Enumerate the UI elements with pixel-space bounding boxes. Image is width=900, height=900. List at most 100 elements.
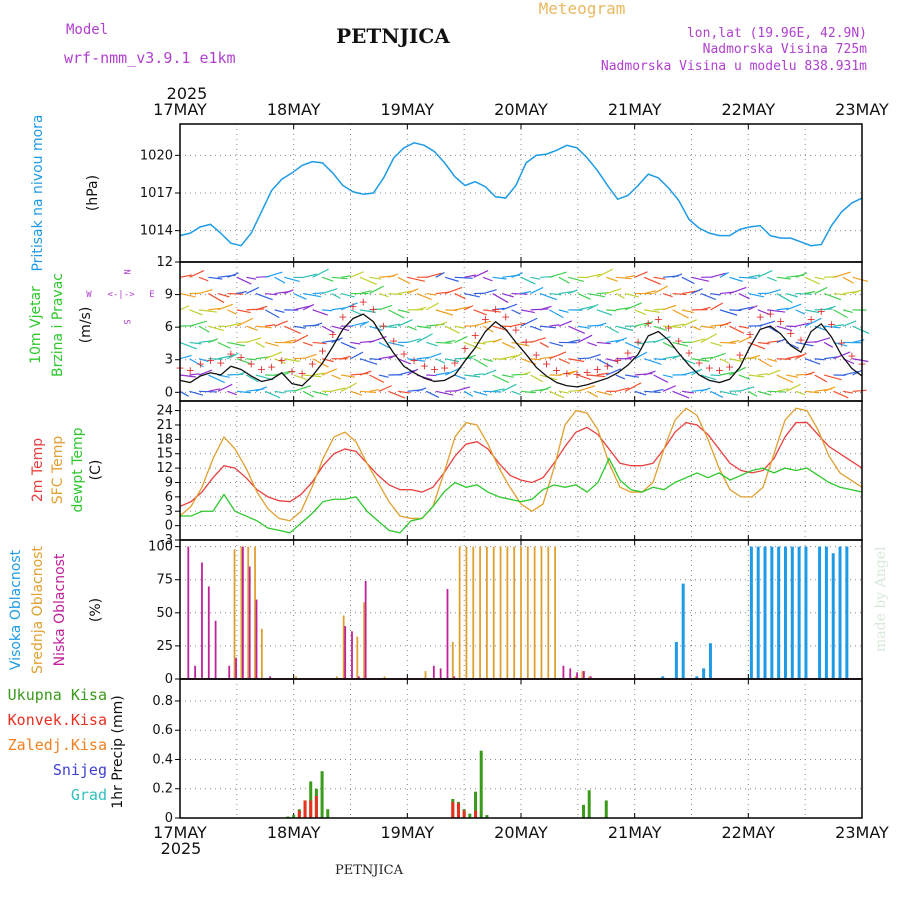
wind-arrow — [426, 292, 437, 296]
wind-arrow — [530, 374, 544, 383]
wind-arrow — [369, 358, 382, 361]
wind-arrow — [804, 317, 822, 327]
total-precip-bar — [468, 813, 472, 818]
wind-arrow — [795, 272, 808, 278]
precip-legend-label: Ukupna Kisa — [8, 686, 107, 704]
wind-arrow — [208, 307, 221, 311]
wind-arrow — [577, 334, 593, 343]
wind-arrow — [198, 390, 217, 393]
conv-precip-bar — [451, 801, 455, 818]
wind-arrow — [700, 306, 711, 311]
wind-arrow — [805, 290, 816, 295]
wind-units: (m/s) — [78, 307, 94, 344]
wind-arrow — [587, 303, 599, 311]
wind-arrow — [189, 341, 202, 345]
wind-arrow — [549, 324, 560, 327]
wind-arrow — [492, 388, 505, 392]
wind-arrow — [378, 304, 393, 311]
wind-gust-mark: + — [430, 363, 439, 376]
wind-arrow — [511, 272, 523, 278]
model-name: wrf-nmm_v3.9.1 e1km — [64, 49, 236, 67]
wind-arrow — [407, 325, 417, 331]
wind-arrow — [634, 271, 648, 278]
wind-arrow — [776, 374, 794, 384]
wind-arrow — [369, 308, 380, 311]
wind-gust-mark: + — [562, 367, 571, 380]
wind-arrow — [568, 358, 585, 363]
wind-arrow — [227, 309, 237, 315]
wind-arrow — [738, 306, 755, 311]
wind-arrow — [672, 341, 689, 347]
wind-arrow — [615, 276, 632, 280]
temp2m-label: 2m Temp — [30, 438, 46, 502]
wind-arrow — [710, 352, 726, 360]
wind-arrow — [624, 302, 642, 311]
year-label-top: 2025 — [167, 84, 208, 103]
wind-arrow — [842, 320, 857, 327]
wind-arrow — [729, 286, 747, 295]
panel-precip: 0 0.2 0.4 0.6 0.8 — [152, 678, 863, 826]
wind-arrow — [227, 352, 239, 360]
wind-arrow — [757, 341, 770, 345]
wind-gust-mark: + — [491, 303, 500, 316]
wind-arrow — [426, 341, 438, 347]
wind-arrow — [425, 302, 439, 311]
wind-arrow — [511, 309, 521, 315]
panel-frame — [179, 678, 863, 819]
wind-arrow — [691, 276, 710, 282]
wind-arrow — [501, 303, 518, 311]
wind-arrow — [464, 274, 477, 278]
wind-arrow — [558, 276, 570, 284]
wind-arrow — [350, 372, 369, 376]
wind-arrow — [729, 366, 746, 376]
wind-arrow — [331, 387, 346, 392]
wind-arrow — [558, 358, 571, 365]
wind-arrow — [833, 292, 846, 296]
wind-arrow — [625, 292, 639, 298]
wind-arrow — [340, 355, 351, 360]
y-tick-label: 1017 — [140, 186, 173, 201]
wind-arrow — [681, 390, 694, 394]
wind-arrow — [786, 374, 799, 378]
wind-arrow — [634, 341, 645, 345]
wind-arrow — [501, 341, 515, 349]
wind-arrow — [473, 309, 487, 316]
wind-arrow — [643, 358, 662, 365]
wind-arrow — [331, 307, 346, 311]
wind-arrow — [388, 292, 403, 296]
wind-arrow — [596, 268, 614, 278]
altitude-label: Nadmorska Visina 725m — [703, 42, 868, 57]
wind-arrow — [179, 292, 196, 298]
wind-arrow — [738, 374, 751, 380]
wind-gust-mark: + — [532, 349, 541, 362]
compass-n: N — [121, 269, 131, 274]
wind-arrow — [767, 289, 781, 295]
wind-arrow — [833, 309, 848, 319]
wind-arrow — [369, 388, 380, 392]
wind-gust-mark: + — [786, 327, 795, 340]
wind-arrow — [369, 374, 384, 383]
high-cloud-label: Visoka Oblacnost — [8, 549, 24, 670]
wind-arrow — [767, 309, 786, 313]
wind-arrow — [293, 374, 308, 381]
wind-arrow — [189, 358, 204, 368]
wind-arrow — [653, 388, 664, 392]
wind-gust-mark: + — [440, 362, 449, 375]
wind-arrow — [246, 374, 259, 383]
wind-arrow — [236, 276, 252, 285]
wind-arrow — [662, 385, 677, 392]
wind-arrow — [397, 358, 412, 365]
wind-gust-mark: + — [318, 344, 327, 357]
wind-arrow — [748, 341, 766, 350]
wind-arrow — [710, 390, 724, 398]
wind-gust-mark: + — [267, 361, 276, 374]
wind-arrow — [359, 358, 378, 365]
wind-arrow — [473, 341, 486, 345]
wind-arrow — [350, 309, 362, 316]
wind-arrow — [558, 320, 573, 327]
wind-gust-mark: + — [572, 368, 581, 381]
wind-arrow — [189, 269, 205, 278]
wind-arrow — [189, 390, 204, 396]
